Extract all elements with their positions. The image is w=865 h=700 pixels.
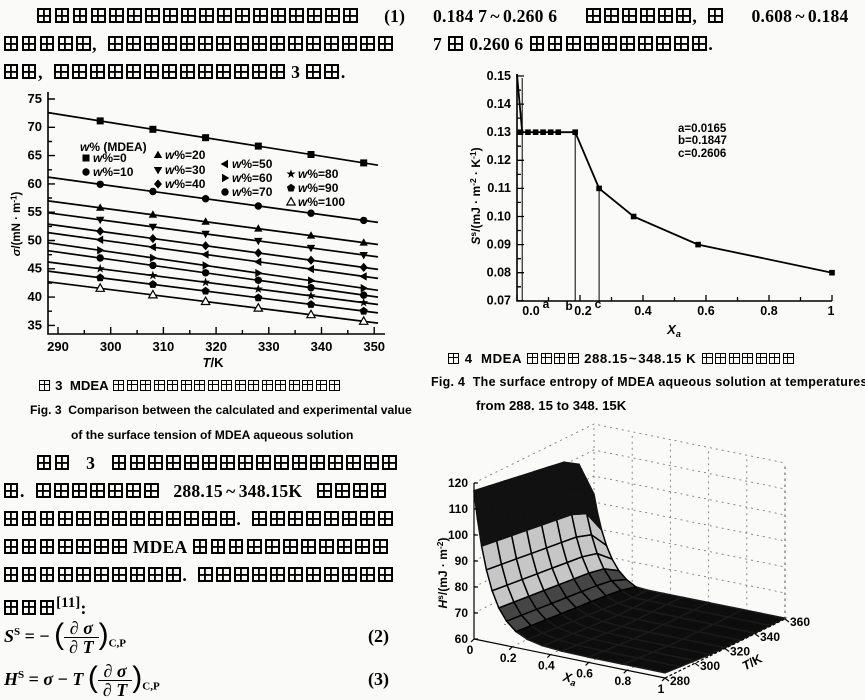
svg-text:110: 110 [449,502,469,516]
svg-text:0: 0 [467,643,474,657]
svg-text:65: 65 [28,148,42,163]
svg-text:320: 320 [730,645,750,659]
svg-text:c=0.2606: c=0.2606 [678,148,726,160]
svg-text:320: 320 [205,339,227,354]
svg-text:80: 80 [455,580,469,594]
svg-text:35: 35 [28,317,42,332]
svg-text:w%=40: w%=40 [165,177,206,191]
svg-text:45: 45 [28,261,42,276]
svg-text:75: 75 [28,91,42,106]
svg-text:40: 40 [28,289,42,304]
svg-text:σ/(mN · m-1): σ/(mN · m-1) [10,192,24,257]
svg-text:330: 330 [258,339,280,354]
svg-text:w%=50: w%=50 [232,157,273,171]
svg-text:90: 90 [455,554,469,568]
svg-text:T/K: T/K [203,355,225,370]
svg-text:70: 70 [455,606,469,620]
svg-text:Xa: Xa [666,322,681,339]
svg-text:w%=100: w%=100 [298,195,345,209]
svg-text:w%=90: w%=90 [298,181,339,195]
svg-text:0.0: 0.0 [522,304,539,318]
svg-text:50: 50 [28,232,42,247]
svg-text:w%=20: w%=20 [165,148,206,162]
svg-text:70: 70 [28,119,42,134]
svg-text:0.10: 0.10 [487,209,511,223]
svg-text:290: 290 [47,339,69,354]
svg-text:c: c [595,297,602,311]
svg-text:280: 280 [670,674,690,688]
svg-text:w% (MDEA): w% (MDEA) [80,140,147,154]
svg-text:0.07: 0.07 [487,294,511,308]
svg-text:w%=80: w%=80 [298,167,339,181]
svg-text:100: 100 [448,528,468,542]
svg-text:0.6: 0.6 [576,666,593,680]
svg-text:0.12: 0.12 [487,153,511,167]
svg-text:w%=0: w%=0 [93,151,127,165]
svg-text:0.2: 0.2 [500,651,517,665]
svg-text:310: 310 [153,339,175,354]
svg-text:0.4: 0.4 [634,304,651,318]
svg-text:0.6: 0.6 [697,304,714,318]
svg-text:b: b [565,299,572,313]
svg-text:1: 1 [658,682,665,695]
svg-text:0.14: 0.14 [487,97,511,111]
svg-text:340: 340 [311,339,333,354]
svg-text:300: 300 [700,659,720,673]
svg-text:0.11: 0.11 [487,181,511,195]
svg-text:0.09: 0.09 [487,237,511,251]
svg-text:w%=60: w%=60 [232,171,273,185]
svg-text:360: 360 [790,615,810,629]
svg-text:0.15: 0.15 [487,69,511,83]
svg-text:w%=10: w%=10 [93,165,134,179]
svg-text:a: a [543,297,550,311]
svg-text:340: 340 [760,630,780,644]
svg-text:350: 350 [363,339,385,354]
svg-text:300: 300 [100,339,122,354]
svg-text:0.2: 0.2 [574,304,591,318]
svg-text:55: 55 [28,204,42,219]
svg-text:60: 60 [455,632,469,646]
svg-text:0.8: 0.8 [760,304,777,318]
svg-text:Hs/(mJ · m-2): Hs/(mJ · m-2) [435,538,450,609]
svg-text:0.4: 0.4 [538,659,555,673]
svg-text:w%=70: w%=70 [232,185,273,199]
svg-text:w%=30: w%=30 [165,163,206,177]
svg-text:Ss/(mJ · m-2 · K-1): Ss/(mJ · m-2 · K-1) [468,147,483,244]
svg-text:0.13: 0.13 [487,125,511,139]
svg-text:Xa: Xa [560,670,577,689]
svg-text:1: 1 [828,304,835,318]
svg-text:120: 120 [448,476,468,490]
svg-text:a=0.0165: a=0.0165 [678,123,727,135]
svg-text:0.08: 0.08 [487,265,511,279]
svg-text:60: 60 [28,176,42,191]
svg-text:0.8: 0.8 [614,674,631,688]
svg-text:b=0.1847: b=0.1847 [678,135,727,147]
